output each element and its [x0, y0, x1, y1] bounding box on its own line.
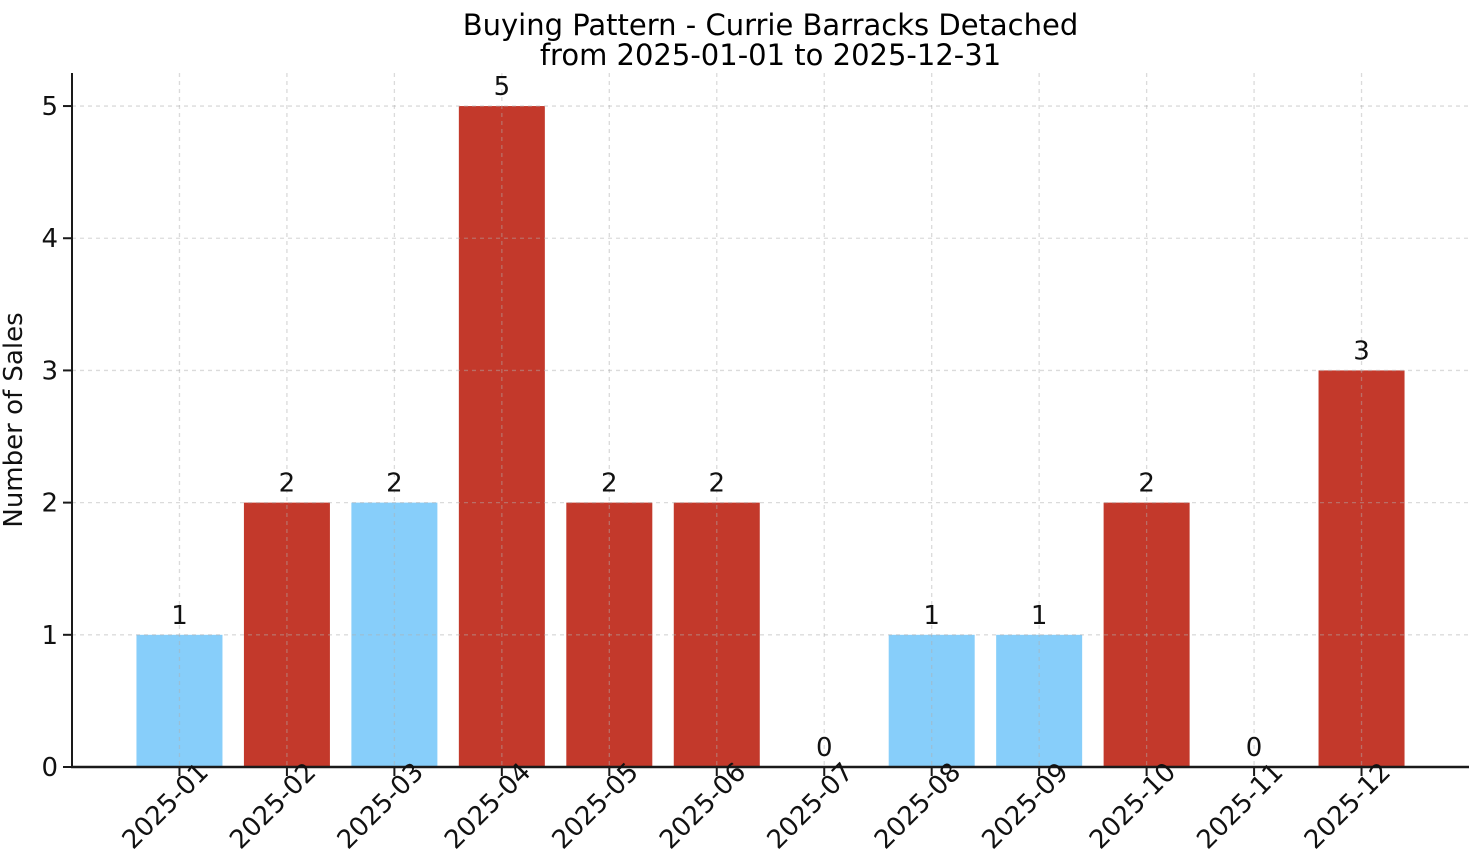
bar-2025-06 — [673, 502, 760, 767]
bar-2025-12 — [1318, 370, 1405, 767]
bar-2025-05 — [566, 502, 653, 767]
chart-title: Buying Pattern - Currie Barracks Detache… — [72, 10, 1469, 71]
chart-title-line1: Buying Pattern - Currie Barracks Detache… — [462, 8, 1079, 42]
value-label-2025-06: 2 — [708, 469, 725, 499]
x-tick-label-2025-03: 2025-03 — [332, 757, 430, 855]
chart-title-line2: from 2025-01-01 to 2025-12-31 — [539, 38, 1002, 73]
x-tick-label-2025-10: 2025-10 — [1084, 757, 1182, 855]
value-label-2025-04: 5 — [494, 72, 511, 102]
x-tick-label-2025-06: 2025-06 — [654, 757, 752, 855]
y-tick-label-2: 2 — [41, 489, 58, 519]
x-tick-label-2025-12: 2025-12 — [1299, 757, 1397, 855]
x-tick-label-2025-05: 2025-05 — [547, 757, 645, 855]
value-label-2025-03: 2 — [386, 469, 403, 499]
bar-2025-03 — [351, 502, 438, 767]
value-label-2025-08: 1 — [923, 601, 940, 631]
value-label-2025-01: 1 — [171, 601, 188, 631]
y-tick-label-5: 5 — [41, 92, 58, 122]
value-label-2025-10: 2 — [1138, 469, 1155, 499]
value-label-2025-11: 0 — [1246, 733, 1263, 763]
bar-2025-08 — [888, 634, 975, 767]
x-tick-label-2025-11: 2025-11 — [1191, 757, 1289, 855]
value-label-2025-12: 3 — [1353, 336, 1370, 366]
y-axis-label: Number of Sales — [0, 312, 29, 527]
value-label-2025-07: 0 — [816, 733, 833, 763]
y-tick-label-1: 1 — [41, 621, 58, 651]
bar-2025-10 — [1103, 502, 1190, 767]
value-label-2025-09: 1 — [1031, 601, 1048, 631]
bar-2025-02 — [243, 502, 330, 767]
x-tick-label-2025-02: 2025-02 — [224, 757, 322, 855]
x-tick-label-2025-01: 2025-01 — [117, 757, 215, 855]
value-label-2025-05: 2 — [601, 469, 618, 499]
x-tick-label-2025-09: 2025-09 — [976, 757, 1074, 855]
x-tick-label-2025-08: 2025-08 — [869, 757, 967, 855]
x-tick-label-2025-04: 2025-04 — [439, 757, 537, 855]
y-tick-label-0: 0 — [41, 753, 58, 783]
value-label-2025-02: 2 — [279, 469, 296, 499]
y-tick-label-4: 4 — [41, 224, 58, 254]
y-tick-label-3: 3 — [41, 356, 58, 386]
bar-2025-04 — [458, 106, 545, 768]
bar-2025-01 — [136, 634, 223, 767]
x-tick-label-2025-07: 2025-07 — [762, 757, 860, 855]
bar-2025-09 — [996, 634, 1083, 767]
